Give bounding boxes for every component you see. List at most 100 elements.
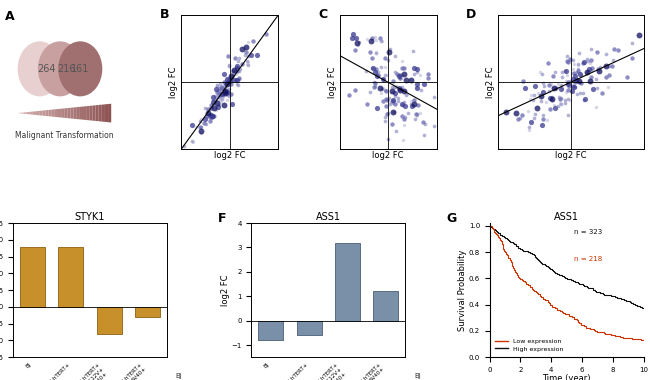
Point [397, 101, 408, 107]
Point [562, 112, 573, 118]
Point [551, 69, 561, 75]
Point [242, 58, 252, 64]
Polygon shape [39, 111, 42, 116]
Point [423, 76, 434, 82]
Point [367, 35, 377, 41]
Point [370, 34, 380, 40]
Point [595, 64, 606, 70]
Point [224, 63, 235, 69]
Polygon shape [83, 106, 86, 120]
Point [376, 64, 386, 70]
Bar [97, 307, 122, 334]
Polygon shape [86, 106, 89, 120]
Point [214, 102, 224, 108]
Point [392, 71, 402, 77]
Point [220, 78, 230, 84]
Point [243, 39, 254, 45]
Bar [296, 321, 322, 335]
Point [411, 111, 422, 117]
Point [523, 108, 534, 114]
Point [226, 74, 237, 81]
Point [387, 88, 398, 94]
Point [217, 84, 228, 90]
Point [231, 71, 241, 77]
Point [350, 46, 360, 52]
Point [563, 87, 573, 93]
Point [211, 107, 222, 113]
Point [231, 64, 242, 70]
Point [556, 95, 566, 101]
Point [387, 78, 398, 84]
Point [378, 76, 389, 82]
Point [388, 100, 398, 106]
Point [391, 83, 402, 89]
Point [562, 72, 572, 78]
Point [362, 36, 372, 42]
Point [568, 84, 578, 90]
Point [210, 93, 220, 99]
Point [523, 124, 534, 130]
Point [233, 58, 243, 64]
Text: F: F [218, 212, 226, 225]
Point [567, 70, 577, 76]
Point [196, 130, 207, 136]
Point [205, 106, 216, 112]
Point [200, 105, 210, 111]
Point [597, 90, 607, 97]
Point [218, 86, 229, 92]
Point [400, 114, 411, 120]
Point [535, 70, 545, 76]
Point [406, 78, 416, 84]
Point [383, 136, 393, 142]
Point [229, 67, 239, 73]
Point [235, 66, 245, 72]
Point [217, 86, 228, 92]
Point [224, 93, 234, 99]
Point [406, 98, 416, 104]
Point [213, 94, 224, 100]
Bar [373, 291, 398, 321]
Point [568, 66, 578, 72]
Bar [58, 247, 83, 307]
Point [221, 79, 231, 85]
Point [233, 82, 244, 88]
Point [409, 97, 419, 103]
Point [547, 86, 558, 92]
Point [214, 96, 225, 102]
X-axis label: log2 FC: log2 FC [214, 151, 246, 160]
Point [573, 62, 583, 68]
Point [220, 88, 230, 94]
Point [601, 74, 611, 80]
Polygon shape [64, 108, 68, 118]
Point [361, 101, 372, 107]
Point [217, 96, 228, 102]
Point [195, 117, 205, 124]
Polygon shape [102, 105, 105, 122]
Point [580, 96, 591, 102]
Text: C: C [318, 8, 328, 22]
Polygon shape [30, 112, 33, 115]
Point [578, 97, 589, 103]
Point [212, 83, 222, 89]
Point [222, 76, 232, 82]
Point [408, 48, 418, 54]
Point [549, 102, 559, 108]
Polygon shape [68, 108, 70, 119]
Point [562, 53, 573, 59]
Polygon shape [49, 110, 52, 117]
Point [573, 61, 584, 67]
Point [547, 94, 557, 100]
Point [572, 70, 582, 76]
Point [228, 72, 239, 78]
Point [582, 68, 592, 74]
Point [415, 87, 426, 93]
Point [569, 61, 580, 67]
Point [422, 71, 433, 77]
Point [570, 84, 580, 90]
Point [220, 79, 230, 86]
Point [387, 89, 397, 95]
Point [394, 86, 404, 92]
Point [609, 46, 619, 52]
Point [634, 32, 644, 38]
Point [543, 60, 553, 66]
